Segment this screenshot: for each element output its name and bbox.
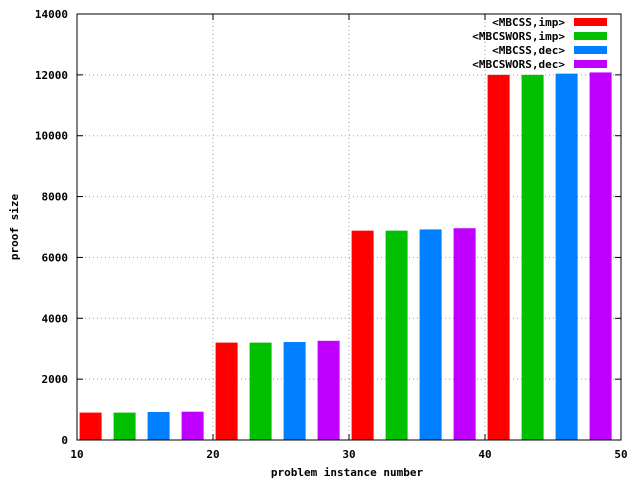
x-tick-label: 20	[206, 448, 219, 461]
bar-series-3	[419, 229, 442, 440]
bar-series-4	[589, 72, 612, 441]
bar-series-1	[79, 412, 102, 440]
legend-entry: <MBCSWORS,dec>	[472, 58, 607, 71]
y-tick-label: 8000	[42, 191, 69, 204]
bar-series-3	[283, 342, 306, 440]
bar-series-2	[249, 342, 272, 440]
y-tick-label: 12000	[35, 69, 68, 82]
legend-label: <MBCSWORS,dec>	[472, 58, 565, 71]
legend-swatch	[574, 60, 607, 68]
bar-layer	[79, 72, 612, 441]
bar-series-3	[555, 73, 578, 440]
bar-series-1	[215, 342, 238, 440]
legend-label: <MBCSS,dec>	[492, 44, 565, 57]
legend-swatch	[574, 46, 607, 54]
y-tick-label: 10000	[35, 130, 68, 143]
x-axis-title: problem instance number	[271, 466, 424, 479]
legend-entry: <MBCSWORS,imp>	[472, 30, 607, 43]
bar-series-1	[351, 230, 374, 440]
legend-label: <MBCSWORS,imp>	[472, 30, 565, 43]
y-tick-label: 0	[61, 434, 68, 447]
y-tick-label: 14000	[35, 8, 68, 21]
bar-series-1	[487, 74, 510, 440]
bar-series-2	[385, 230, 408, 440]
bar-series-3	[147, 412, 170, 440]
legend: <MBCSS,imp><MBCSWORS,imp><MBCSS,dec><MBC…	[472, 16, 607, 71]
grid-layer	[77, 14, 621, 440]
x-tick-label: 10	[70, 448, 83, 461]
legend-swatch	[574, 18, 607, 26]
legend-label: <MBCSS,imp>	[492, 16, 565, 29]
x-tick-label: 40	[478, 448, 491, 461]
x-tick-label: 50	[614, 448, 627, 461]
y-tick-label: 6000	[42, 251, 69, 264]
bar-series-2	[113, 412, 136, 440]
bar-series-4	[453, 228, 476, 440]
axis-layer: 0 2000 4000 6000 8000 10000 12000 14000 10 20 30 40…	[35, 8, 628, 461]
y-tick-label: 2000	[42, 373, 69, 386]
bar-series-4	[181, 411, 204, 440]
legend-swatch	[574, 32, 607, 40]
bar-series-2	[521, 74, 544, 440]
x-tick-label: 30	[342, 448, 355, 461]
legend-entry: <MBCSS,dec>	[492, 44, 607, 57]
y-tick-label: 4000	[42, 312, 69, 325]
y-axis-title: proof size	[8, 194, 21, 261]
bar-series-4	[317, 340, 340, 440]
legend-entry: <MBCSS,imp>	[492, 16, 607, 29]
